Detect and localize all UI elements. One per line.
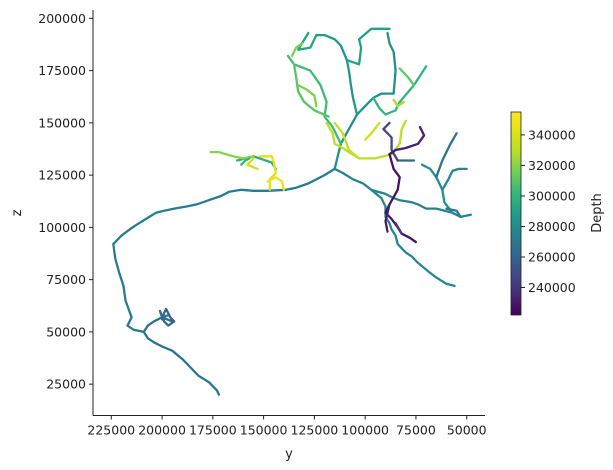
- neuron-segment-27: [384, 203, 391, 233]
- neuron-segment-18: [370, 188, 456, 288]
- neuron-segment-16: [296, 84, 318, 108]
- neuron-segment-17: [333, 167, 472, 219]
- y-ticks: 25000 50000 75000 100000 125000 150000 175000 2…: [38, 11, 93, 392]
- colorbar-tick-label: 260000: [528, 250, 576, 265]
- neuron-segment-4: [315, 33, 359, 116]
- x-tick-label: 200000: [138, 423, 186, 438]
- neuron-segment-9: [372, 65, 428, 116]
- y-tick-label: 75000: [46, 272, 86, 287]
- colorbar: 240000 260000 280000 300000 320000 340000 Dep…: [510, 111, 605, 316]
- neuron-segment-21: [435, 132, 458, 179]
- x-axis-label: y: [285, 447, 293, 462]
- neuron-segment-32: [209, 150, 255, 160]
- colorbar-label: Depth: [590, 193, 605, 233]
- colorbar-tick-label: 340000: [528, 127, 576, 142]
- neuron-segment-11: [392, 98, 405, 108]
- neuron-segment-1: [112, 167, 336, 334]
- neuron-segment-19: [420, 163, 454, 214]
- neuron-segment-22: [445, 207, 462, 219]
- neuron-segment-31: [266, 176, 286, 191]
- y-tick-label: 150000: [38, 115, 86, 130]
- neuron-segment-24: [382, 121, 399, 162]
- neuron-segment-10: [398, 67, 416, 87]
- y-tick-label: 25000: [46, 377, 86, 392]
- axes: [92, 10, 485, 416]
- neuron-segment-0: [142, 314, 221, 396]
- x-tick-label: 75000: [396, 423, 436, 438]
- neuron-segment-6: [296, 31, 318, 51]
- colorbar-tick-label: 240000: [528, 280, 576, 295]
- x-tick-label: 175000: [189, 423, 237, 438]
- x-tick-label: 50000: [447, 423, 487, 438]
- plot-area: [112, 27, 472, 396]
- neuron-segment-33: [240, 157, 251, 166]
- colorbar-tick-label: 300000: [528, 188, 576, 203]
- y-axis-label: z: [10, 209, 25, 216]
- neuron-segment-25: [388, 125, 426, 156]
- colorbar-tick-label: 320000: [528, 158, 576, 173]
- neuron-segment-26: [384, 153, 418, 244]
- y-tick-label: 200000: [38, 11, 86, 26]
- neuron-segment-34: [246, 157, 259, 171]
- x-ticks: 225000 200000 175000 150000 125000 100000 7500…: [87, 415, 487, 438]
- colorbar-gradient: [510, 111, 522, 316]
- neuron-segment-20: [441, 167, 468, 191]
- neuron-segment-5: [345, 27, 391, 66]
- x-tick-label: 125000: [291, 423, 339, 438]
- neuron-segment-2: [158, 307, 176, 327]
- y-tick-label: 50000: [46, 324, 86, 339]
- neuron-segment-8: [292, 63, 330, 118]
- neuron-segment-15: [364, 121, 381, 141]
- colorbar-ticks: 240000 260000 280000 300000 320000 340000: [521, 127, 576, 295]
- y-tick-label: 175000: [38, 63, 86, 78]
- x-tick-label: 225000: [87, 423, 135, 438]
- colorbar-tick-label: 280000: [528, 219, 576, 234]
- x-tick-label: 100000: [341, 423, 389, 438]
- neuron-segment-14: [333, 121, 361, 160]
- y-tick-label: 125000: [38, 168, 86, 183]
- x-tick-label: 150000: [240, 423, 288, 438]
- neuron-segment-7: [286, 54, 342, 145]
- neuron-segment-12: [290, 42, 304, 58]
- y-tick-label: 100000: [38, 220, 86, 235]
- neuron-segment-28: [394, 222, 403, 235]
